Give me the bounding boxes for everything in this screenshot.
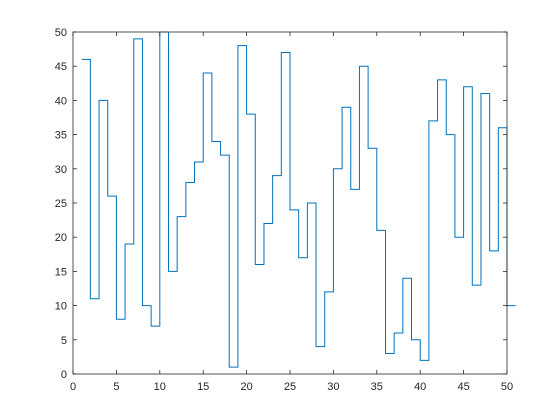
y-tick-label: 30 [55, 164, 67, 176]
x-tick-label: 50 [501, 381, 513, 393]
ticks-layer: 0 5 10 15 20 25 30 35 40 45 50 0 5 10 15 20 25 30 35 40 45 50 [55, 27, 513, 393]
x-tick-label: 20 [240, 381, 252, 393]
y-tick-label: 0 [61, 369, 67, 381]
x-tick-label: 5 [113, 381, 119, 393]
y-tick-label: 20 [55, 232, 67, 244]
y-tick-label: 15 [55, 266, 67, 278]
x-tick-label: 35 [371, 381, 383, 393]
x-tick-label: 40 [414, 381, 426, 393]
x-tick-label: 25 [284, 381, 296, 393]
series-line-0 [81, 31, 516, 368]
series-layer [81, 31, 516, 368]
x-tick-label: 15 [197, 381, 209, 393]
y-tick-label: 45 [55, 61, 67, 73]
x-tick-label: 30 [327, 381, 339, 393]
x-tick-label: 45 [457, 381, 469, 393]
y-tick-label: 50 [55, 27, 67, 39]
y-tick-label: 25 [55, 198, 67, 210]
x-tick-label: 0 [70, 381, 76, 393]
x-tick-label: 10 [154, 381, 166, 393]
y-tick-label: 10 [55, 301, 67, 313]
y-tick-label: 35 [55, 130, 67, 142]
y-tick-label: 40 [55, 95, 67, 107]
y-tick-label: 5 [61, 335, 67, 347]
